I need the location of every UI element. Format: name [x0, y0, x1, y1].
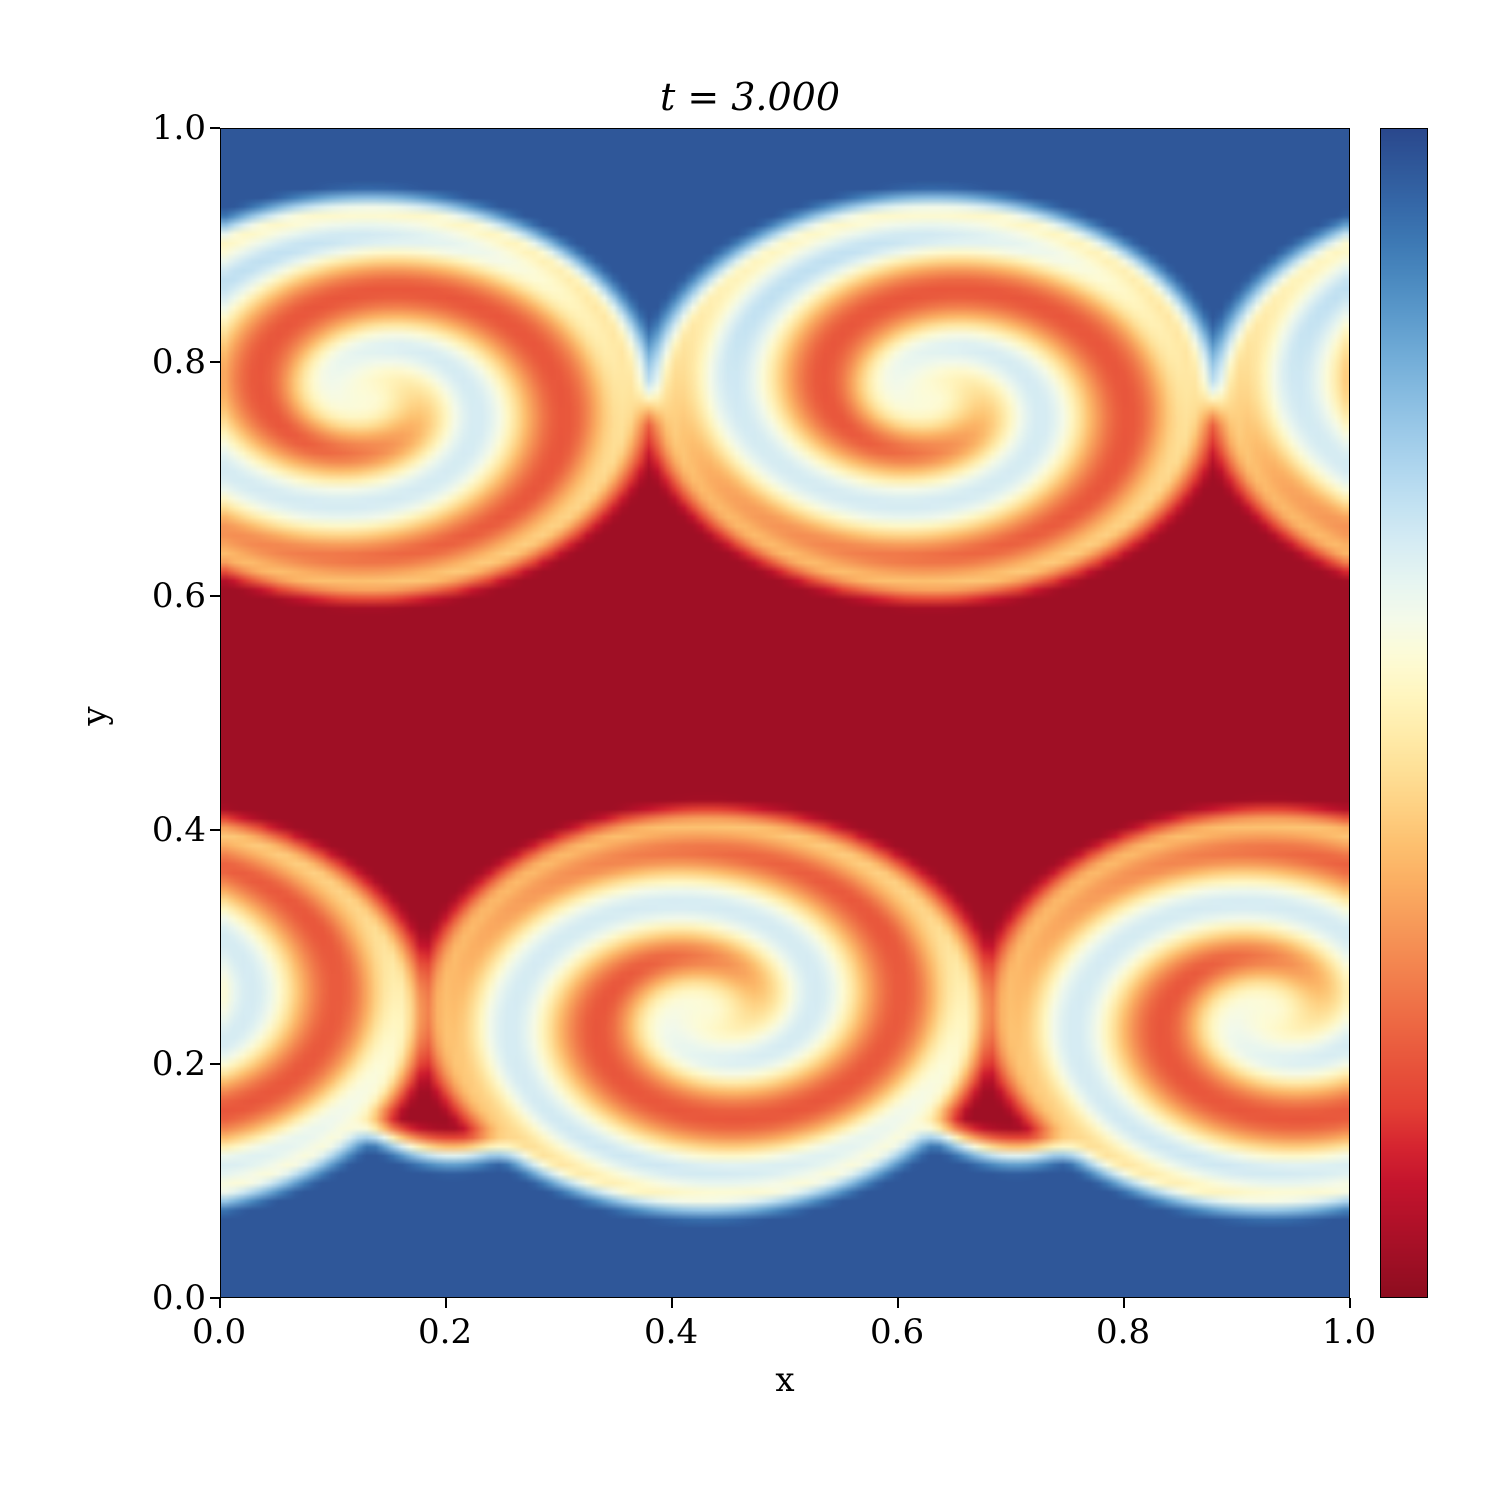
x-tick-label: 0.0: [192, 1312, 246, 1352]
x-tick-label: 0.8: [1096, 1312, 1150, 1352]
x-tick-mark: [1123, 1298, 1125, 1308]
y-tick-mark: [210, 1063, 220, 1065]
x-tick-mark: [445, 1298, 447, 1308]
x-tick-label: 0.2: [418, 1312, 472, 1352]
colorbar: [1380, 128, 1428, 1298]
figure: t = 3.000 x y 0.0 0.2 0.4 0.6 0.8 1.0 0.0 0.2 0.…: [0, 0, 1500, 1500]
y-tick-label: 0.8: [152, 342, 206, 382]
y-tick-label: 0.0: [152, 1278, 206, 1318]
y-tick-label: 1.0: [152, 108, 206, 148]
y-tick-mark: [210, 361, 220, 363]
x-axis-label: x: [220, 1360, 1350, 1400]
x-tick-mark: [671, 1298, 673, 1308]
x-tick-label: 0.4: [644, 1312, 698, 1352]
y-tick-label: 0.6: [152, 576, 206, 616]
y-tick-mark: [210, 1297, 220, 1299]
x-tick-label: 0.6: [870, 1312, 924, 1352]
y-tick-mark: [210, 595, 220, 597]
y-axis-label-text: y: [75, 706, 115, 725]
y-tick-label: 0.4: [152, 810, 206, 850]
colorbar-canvas: [1381, 129, 1427, 1297]
y-tick-label: 0.2: [152, 1044, 206, 1084]
y-tick-mark: [210, 127, 220, 129]
x-tick-mark: [897, 1298, 899, 1308]
heatmap-canvas: [221, 129, 1349, 1297]
plot-title: t = 3.000: [0, 75, 1500, 119]
x-tick-mark: [219, 1298, 221, 1308]
x-axis-label-text: x: [775, 1360, 794, 1400]
y-tick-mark: [210, 829, 220, 831]
heatmap-axes: [220, 128, 1350, 1298]
x-tick-mark: [1349, 1298, 1351, 1308]
x-tick-label: 1.0: [1322, 1312, 1376, 1352]
title-text: t = 3.000: [660, 75, 840, 119]
y-axis-label: y: [75, 706, 115, 725]
